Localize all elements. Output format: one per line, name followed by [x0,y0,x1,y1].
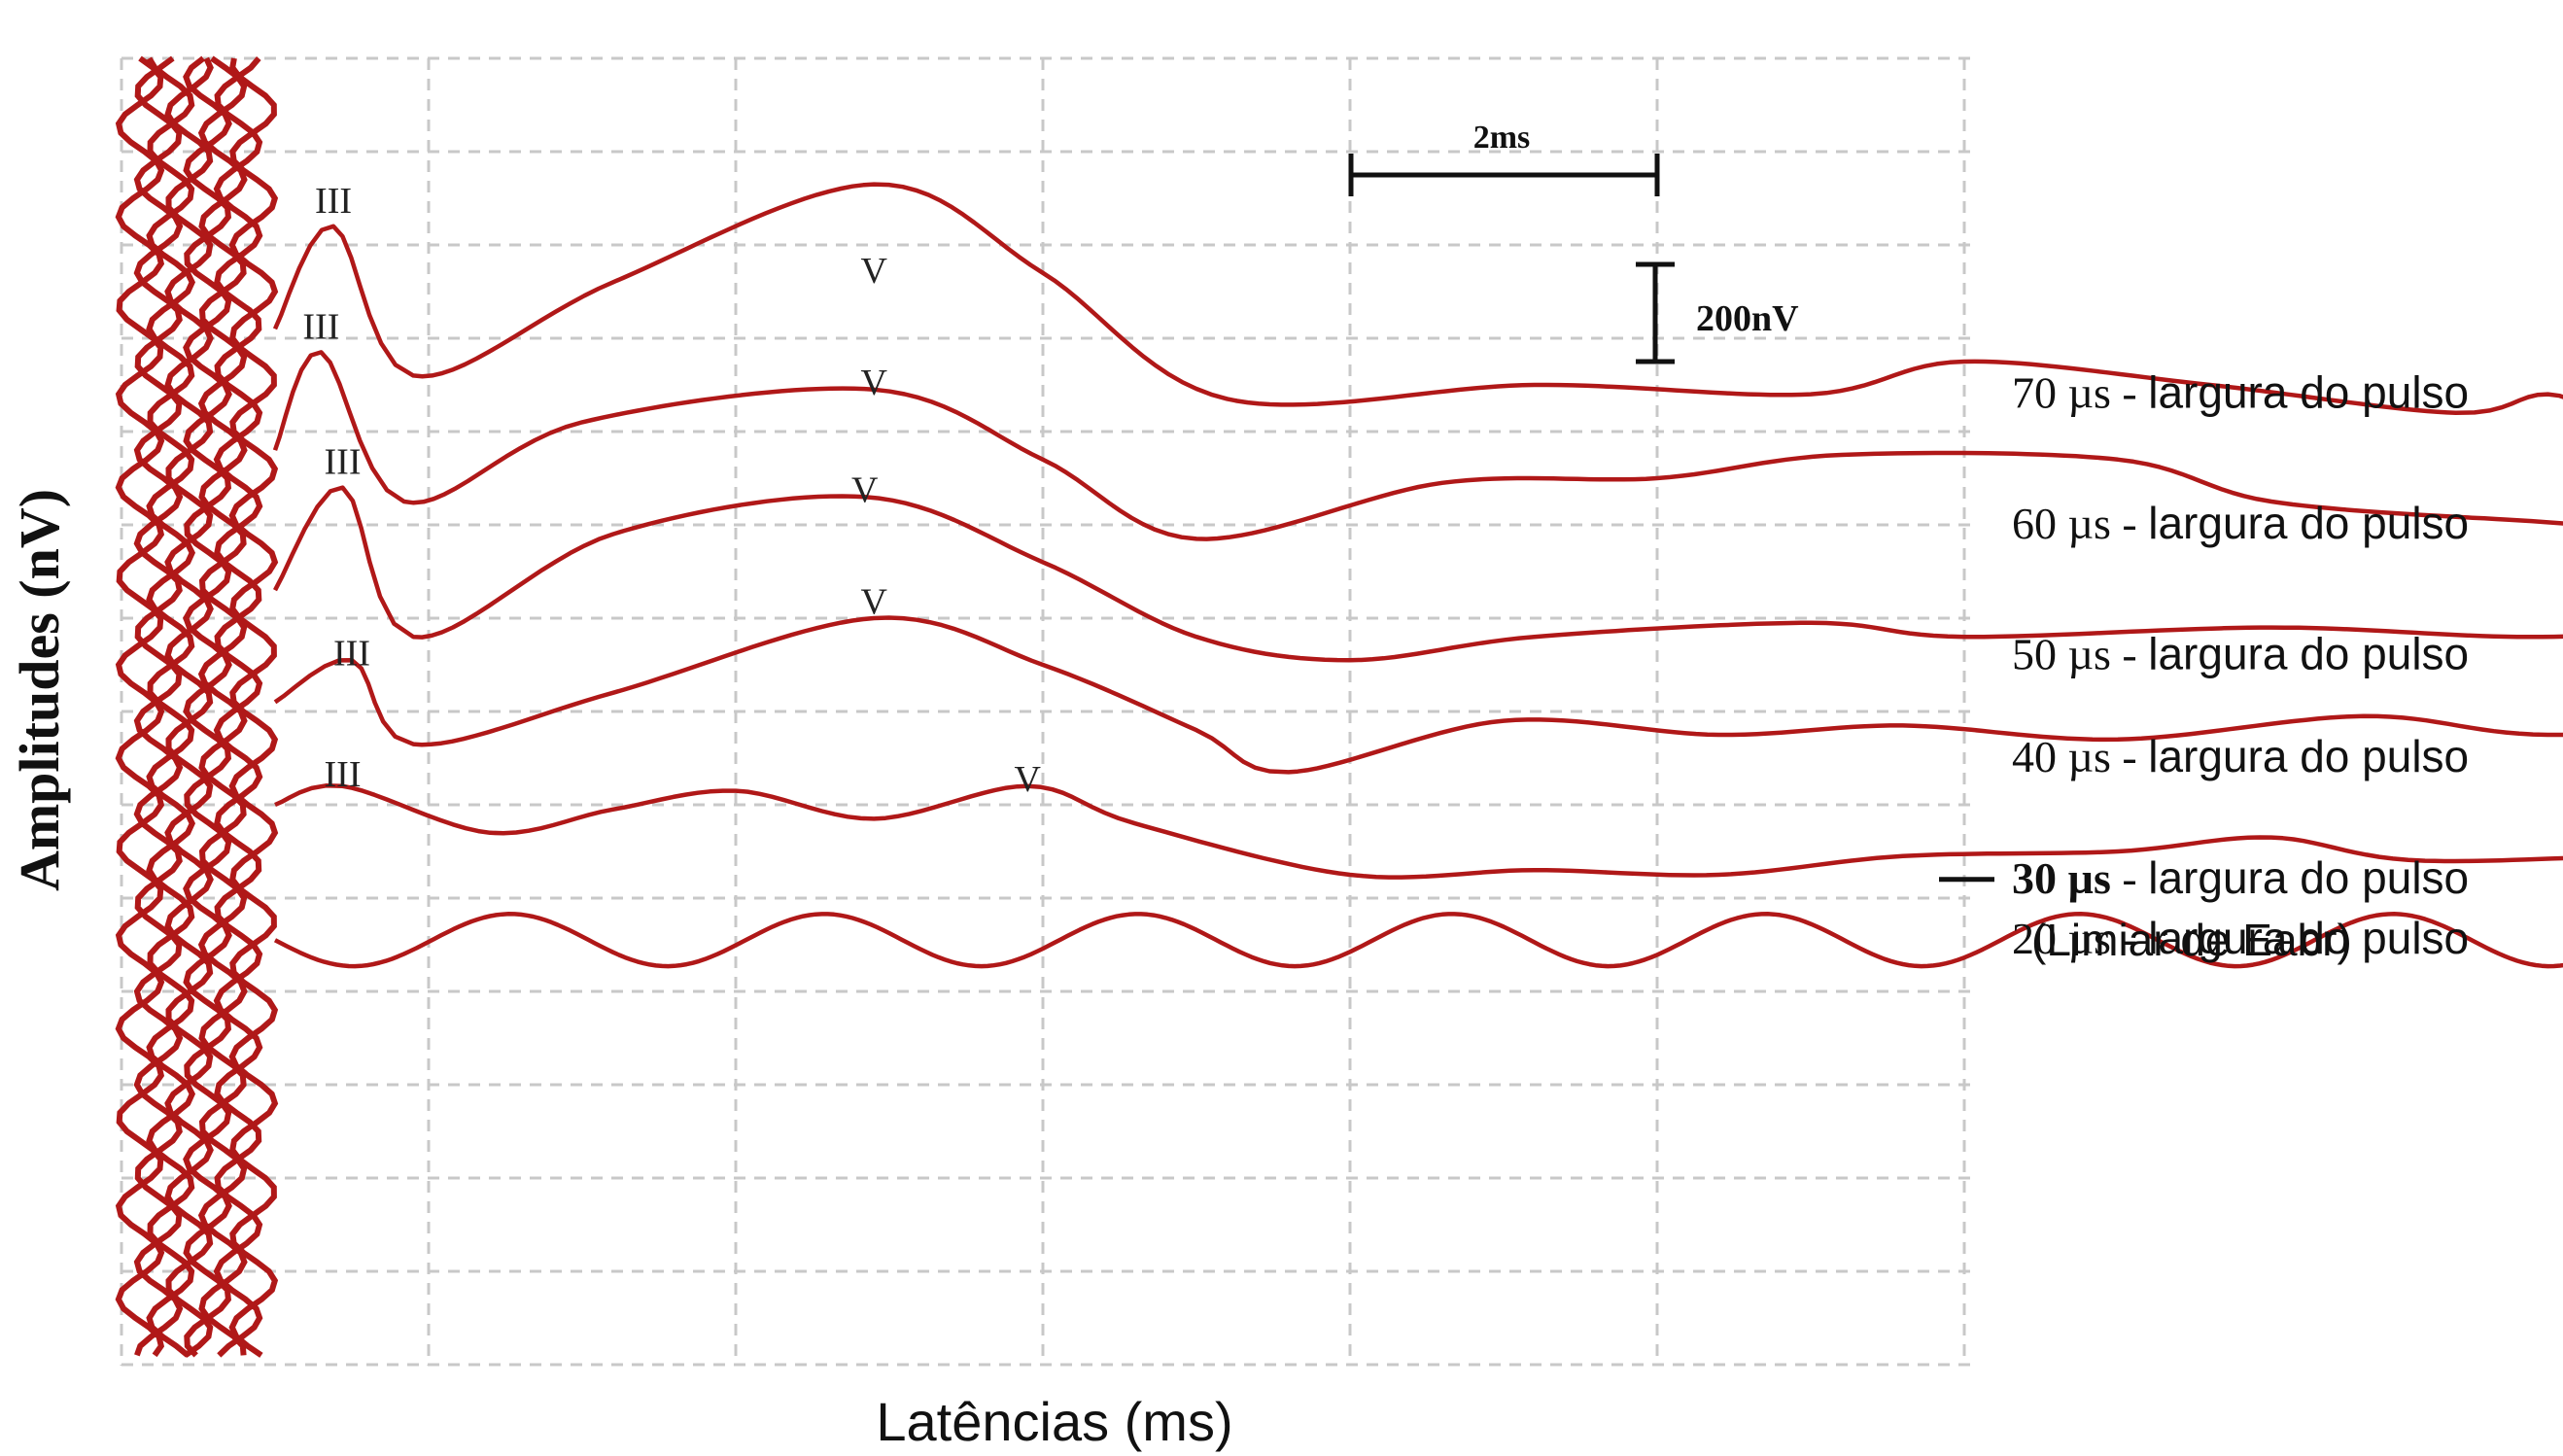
trace-50us [273,485,2563,663]
peak-label-V: V [851,469,879,510]
peak-label-III: III [333,633,370,674]
series-label-40: 40 µs - largura do pulso [2012,731,2469,781]
time-scale-bar: 2ms [1348,120,1660,196]
series-label-50: 50 µs - largura do pulso [2012,628,2469,678]
stimulus-artifact [115,55,279,1358]
peak-label-V: V [860,363,887,403]
series-label-group: 70 µs - largura do pulso 60 µs - largura … [1939,367,2469,965]
trace-40us [273,615,2563,775]
peak-label-V: V [860,251,887,292]
chart-grid [120,56,1973,1367]
time-scale-label: 2ms [1473,120,1531,156]
trace-group [272,182,2563,969]
peak-label-III: III [302,306,339,347]
peak-label-III: III [325,754,362,795]
series-label-60: 60 µs - largura do pulso [2012,498,2469,548]
x-axis-label: Latências (ms) [876,1391,1232,1452]
amplitude-scale-label: 200nV [1696,298,1799,339]
y-axis-label: Amplitudes (nV) [8,489,71,891]
amplitude-scale-bar: 200nV [1636,261,1799,364]
trace-30us [274,783,2563,880]
peak-label-group: III V III V III V III V III V [302,181,1041,800]
artifact-trace [183,55,232,1358]
series-label-30: 30 µs - largura do pulso [2012,852,2469,903]
artifact-trace [115,55,165,1358]
trace-60us [272,350,2563,541]
artifact-trace [146,56,196,1358]
artifact-trace [133,55,184,1357]
series-label-70: 70 µs - largura do pulso [2012,367,2469,418]
peak-label-III: III [315,181,352,222]
trace-70us [272,182,2563,416]
peak-label-V: V [860,582,887,623]
series-sublabel-30: (Limiar de Eabr) [2031,915,2352,965]
artifact-trace [228,57,279,1358]
series-label-20: 20 µs - largura do pulso [2012,913,2469,963]
peak-label-III: III [325,442,362,483]
trace-20us [273,912,2563,969]
peak-label-V: V [1014,759,1041,800]
